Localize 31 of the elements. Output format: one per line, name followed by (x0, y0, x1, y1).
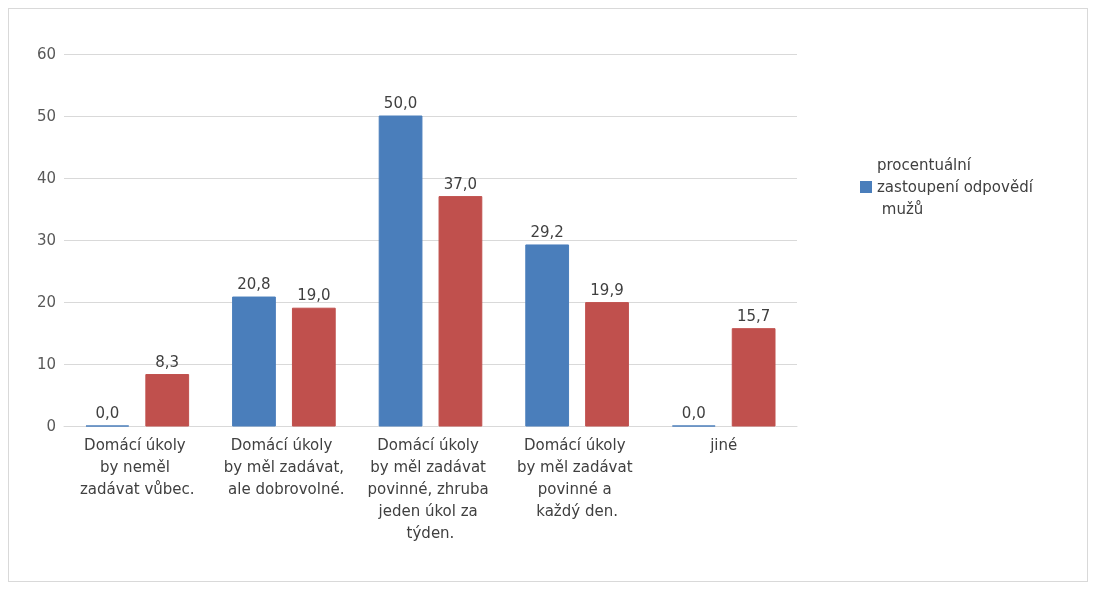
x-tick-label: Domácí úkoly by neměl zadávat vůbec. (79, 436, 195, 498)
data-label: 37,0 (443, 174, 478, 193)
data-label: 19,0 (297, 286, 331, 305)
bar (731, 328, 776, 427)
bar (438, 196, 483, 427)
bar (378, 115, 423, 427)
y-tick-label: 10 (36, 355, 56, 373)
y-tick-label: 0 (46, 417, 56, 435)
x-tick-label: Domácí úkoly by měl zadávat, ale dobrovolné. (223, 436, 345, 498)
bar (291, 307, 336, 427)
bar (525, 244, 570, 427)
legend-label: procentuální zastoupení odpovědí mužů (877, 156, 1034, 218)
x-tick-label: jiné (709, 436, 738, 454)
data-label: 0,0 (681, 404, 706, 422)
y-tick-label: 30 (36, 231, 56, 249)
x-tick-label: Domácí úkoly by měl zadávat povinné, zhruba jeden úkol za týden. (367, 436, 494, 542)
y-tick-label: 50 (36, 107, 56, 125)
y-tick-label: 60 (36, 45, 56, 63)
data-label: 19,9 (590, 280, 624, 299)
y-tick-label: 40 (36, 169, 56, 187)
data-label: 20,8 (237, 275, 271, 294)
data-label: 50,0 (383, 94, 418, 112)
data-label: 15,7 (736, 306, 771, 325)
bar (585, 302, 629, 427)
data-label: 8,3 (155, 352, 180, 371)
bar (232, 296, 276, 427)
y-tick-label: 20 (36, 293, 56, 311)
data-label: 0,0 (95, 404, 120, 422)
bar (145, 374, 190, 427)
x-tick-label: Domácí úkoly by měl zadávat povinné a každý den. (516, 436, 638, 520)
data-label: 29,2 (530, 222, 564, 241)
